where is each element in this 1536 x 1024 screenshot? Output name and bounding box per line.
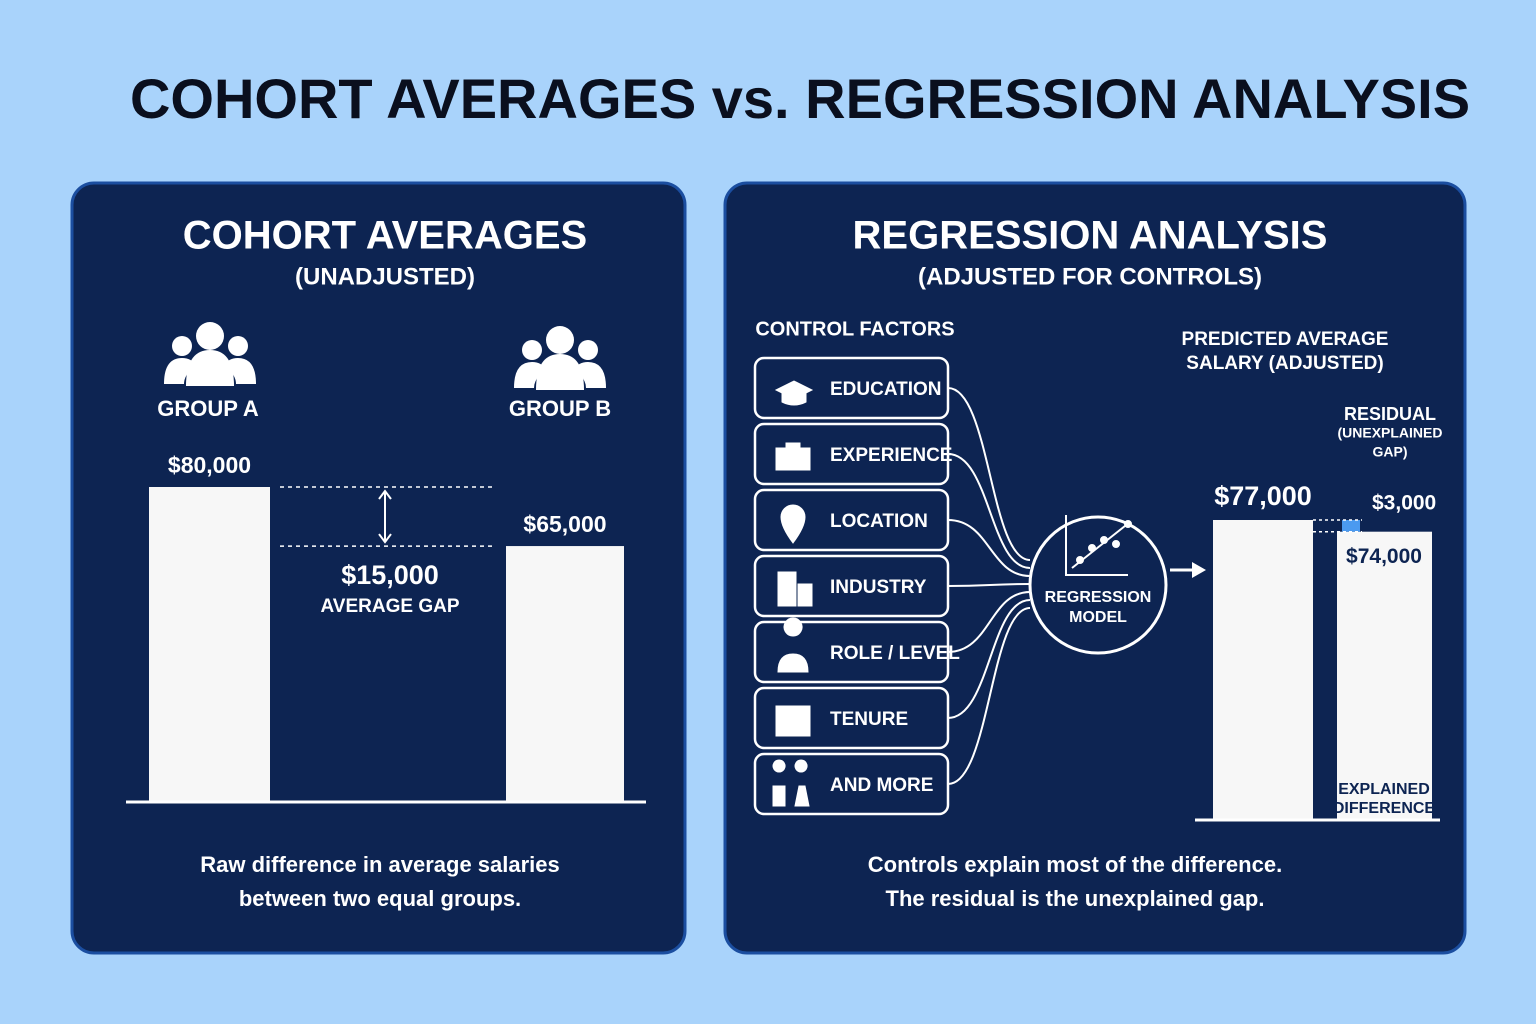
connector	[947, 599, 1031, 719]
panel-subtitle: (ADJUSTED FOR CONTROLS)	[918, 263, 1262, 290]
factor-label: EXPERIENCE	[830, 445, 952, 466]
factor-label: ROLE / LEVEL	[830, 643, 960, 664]
model-label: REGRESSION	[1045, 589, 1152, 606]
connector	[947, 519, 1031, 577]
factors-title: CONTROL FACTORS	[755, 318, 954, 340]
factor-icon	[774, 380, 814, 406]
predicted-title: PREDICTED AVERAGE	[1182, 329, 1389, 350]
caption: Controls explain most of the difference.	[868, 852, 1282, 877]
factor-icon	[780, 504, 806, 544]
bar-value-label: $77,000	[1214, 481, 1312, 511]
predicted-title: SALARY (ADJUSTED)	[1186, 353, 1383, 374]
factor-icon	[775, 442, 811, 471]
gap-arrow	[378, 489, 392, 544]
group-icon	[164, 322, 256, 386]
factor-icon	[777, 617, 809, 673]
group-name: GROUP A	[157, 396, 259, 421]
factor-icon	[777, 571, 813, 607]
gap-value-label: $15,000	[341, 560, 439, 590]
factor-icon	[775, 705, 811, 737]
group-icon	[514, 326, 606, 390]
bar	[149, 487, 270, 802]
factor-label: AND MORE	[830, 775, 933, 796]
model-arrow-head	[1192, 562, 1206, 578]
gap-label: AVERAGE GAP	[320, 596, 459, 617]
model-icon	[1065, 515, 1132, 576]
group-name: GROUP B	[509, 396, 611, 421]
factor-icon	[772, 759, 810, 807]
residual-title: GAP)	[1373, 444, 1408, 460]
caption: between two equal groups.	[239, 886, 521, 911]
bar-value-label: $65,000	[523, 511, 606, 537]
caption: The residual is the unexplained gap.	[886, 886, 1265, 911]
explained-label: DIFFERENCE	[1333, 800, 1436, 817]
bar	[1213, 520, 1313, 820]
bar-value-label: $74,000	[1346, 545, 1422, 568]
panel-title: COHORT AVERAGES	[183, 214, 587, 258]
factor-label: EDUCATION	[830, 379, 942, 400]
panel-subtitle: (UNADJUSTED)	[295, 263, 475, 290]
residual-value-label: $3,000	[1372, 492, 1436, 515]
connector	[947, 607, 1031, 785]
bar	[506, 546, 624, 802]
factor-label: INDUSTRY	[830, 577, 927, 598]
connector	[947, 387, 1031, 561]
panel-title: REGRESSION ANALYSIS	[853, 214, 1328, 258]
caption: Raw difference in average salaries	[200, 852, 560, 877]
main-title: COHORT AVERAGES vs. REGRESSION ANALYSIS	[130, 67, 1470, 130]
bar-value-label: $80,000	[168, 452, 251, 478]
bar	[1337, 531, 1432, 820]
residual-title: RESIDUAL	[1344, 404, 1436, 424]
connector	[947, 591, 1031, 653]
model-circle	[1028, 515, 1168, 655]
connector	[947, 453, 1031, 569]
residual-bar	[1342, 520, 1360, 532]
explained-label: EXPLAINED	[1338, 781, 1430, 798]
factor-label: TENURE	[830, 709, 908, 730]
residual-title: (UNEXPLAINED	[1337, 425, 1442, 441]
factor-label: LOCATION	[830, 511, 928, 532]
model-label: MODEL	[1069, 609, 1127, 626]
connector	[947, 583, 1031, 587]
